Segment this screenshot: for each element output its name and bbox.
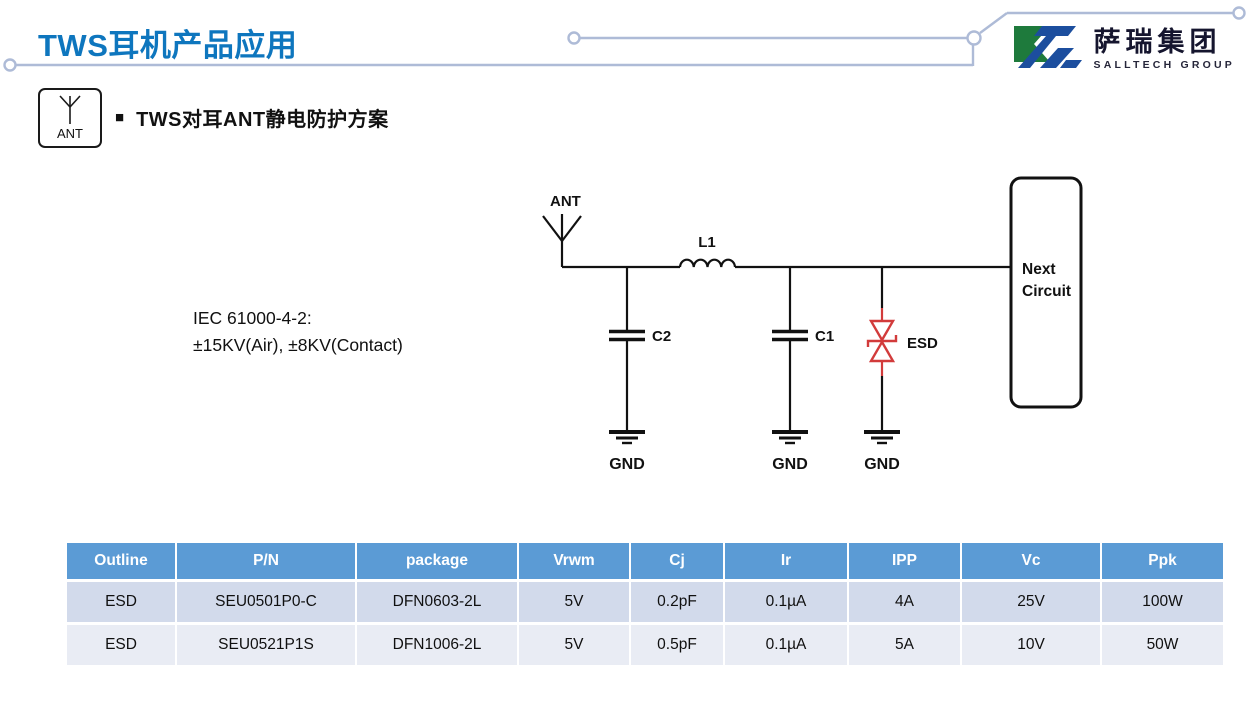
cell-ir: 0.1µA (725, 582, 847, 622)
cell-cj: 0.5pF (631, 625, 723, 665)
col-header-cj: Cj (631, 543, 723, 579)
cell-ipp: 4A (849, 582, 960, 622)
antenna-icon (59, 95, 81, 124)
section-heading: ■ TWS对耳ANT静电防护方案 (115, 103, 389, 132)
circuit-schematic: ANT L1 C2 C1 (542, 176, 1083, 473)
ground-symbol-2 (772, 430, 808, 445)
cell-vc: 25V (962, 582, 1100, 622)
gnd-label-1: GND (609, 456, 645, 473)
inductor-label: L1 (698, 234, 716, 251)
table-row: ESD SEU0501P0-C DFN0603-2L 5V 0.2pF 0.1µ… (67, 582, 1223, 622)
col-header-vrwm: Vrwm (519, 543, 629, 579)
cell-pn: SEU0501P0-C (177, 582, 355, 622)
cell-outline: ESD (67, 625, 175, 665)
decorative-trace-lines (3, 6, 1246, 72)
cell-vrwm: 5V (519, 582, 629, 622)
cell-ipp: 5A (849, 625, 960, 665)
antenna-symbol (542, 214, 582, 267)
gnd-label-3: GND (864, 456, 900, 473)
col-header-vc: Vc (962, 543, 1100, 579)
col-header-ppk: Ppk (1102, 543, 1223, 579)
ground-symbol-1 (609, 430, 645, 445)
esd-label: ESD (907, 335, 938, 352)
col-header-package: package (357, 543, 517, 579)
cell-vrwm: 5V (519, 625, 629, 665)
spec-table: Outline P/N package Vrwm Cj Ir IPP Vc Pp… (65, 540, 1225, 668)
ground-symbol-3 (864, 430, 900, 445)
col-header-ir: Ir (725, 543, 847, 579)
cell-ppk: 100W (1102, 582, 1223, 622)
iec-note: IEC 61000-4-2: ±15KV(Air), ±8KV(Contact) (193, 305, 403, 359)
cell-vc: 10V (962, 625, 1100, 665)
company-logo: 萨瑞集团 SALLTECH GROUP (1012, 24, 1235, 76)
table-header-row: Outline P/N package Vrwm Cj Ir IPP Vc Pp… (67, 543, 1223, 579)
antenna-label: ANT (550, 193, 581, 210)
cell-ppk: 50W (1102, 625, 1223, 665)
capacitor-c1-symbol (772, 267, 808, 430)
col-header-pn: P/N (177, 543, 355, 579)
ant-icon-box: ANT (38, 88, 102, 148)
cell-package: DFN0603-2L (357, 582, 517, 622)
cell-pn: SEU0521P1S (177, 625, 355, 665)
iec-note-line1: IEC 61000-4-2: (193, 308, 312, 328)
next-circuit-box (1009, 176, 1083, 409)
esd-diode-symbol (866, 267, 898, 430)
page-title: TWS耳机产品应用 (38, 28, 298, 63)
cell-outline: ESD (67, 582, 175, 622)
iec-note-line2: ±15KV(Air), ±8KV(Contact) (193, 335, 403, 356)
capacitor-c2-label: C2 (652, 328, 671, 345)
logo-mark-icon (1013, 26, 1082, 68)
capacitor-c2-symbol (609, 267, 645, 430)
logo-name-en: SALLTECH GROUP (1093, 59, 1235, 72)
inductor-symbol (678, 258, 737, 268)
table-row: ESD SEU0521P1S DFN1006-2L 5V 0.5pF 0.1µA… (67, 625, 1223, 665)
next-circuit-label-line2: Circuit (1022, 283, 1071, 300)
cell-cj: 0.2pF (631, 582, 723, 622)
col-header-ipp: IPP (849, 543, 960, 579)
next-circuit-label-line1: Next (1022, 261, 1056, 278)
cell-ir: 0.1µA (725, 625, 847, 665)
section-heading-text: TWS对耳ANT静电防护方案 (136, 109, 389, 131)
capacitor-c1-label: C1 (815, 328, 834, 345)
bullet-square-icon: ■ (115, 109, 125, 126)
logo-name-cn: 萨瑞集团 (1093, 27, 1222, 58)
gnd-label-2: GND (772, 456, 808, 473)
cell-package: DFN1006-2L (357, 625, 517, 665)
col-header-outline: Outline (67, 543, 175, 579)
ant-box-label: ANT (57, 126, 83, 141)
